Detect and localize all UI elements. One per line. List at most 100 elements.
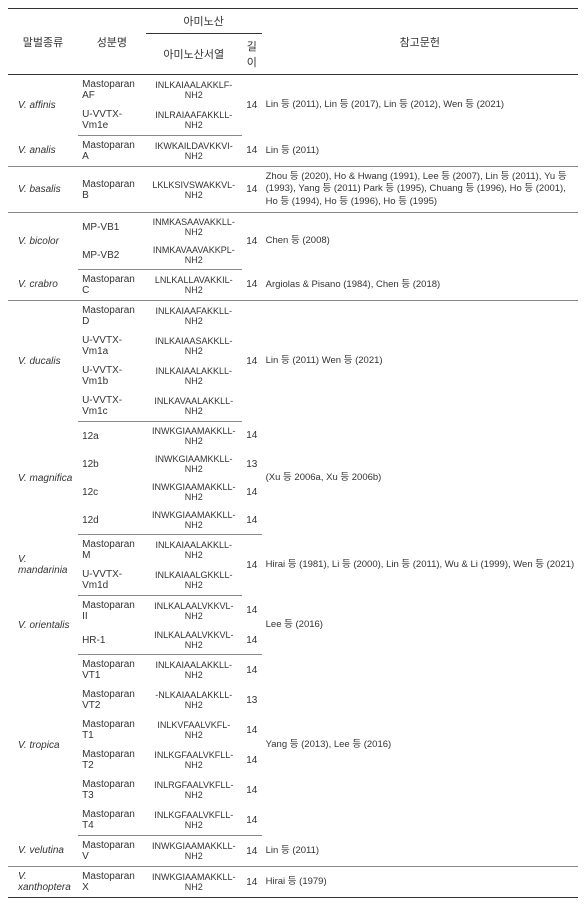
sequence-cell: INLKVFAALVKFL-NH2	[146, 715, 242, 745]
reference-cell: Lee 등 (2016)	[262, 596, 578, 655]
length-cell: 14	[242, 655, 262, 686]
species-cell: V. magnifica	[8, 422, 78, 535]
sequence-cell: INLKAIAALAKKLF-NH2	[146, 75, 242, 106]
reference-cell: Chen 등 (2008)	[262, 213, 578, 270]
reference-cell: Hirai 등 (1979)	[262, 867, 578, 898]
sequence-cell: INWKGIAAMAKKLL-NH2	[146, 506, 242, 535]
component-cell: Mastoparan T2	[78, 745, 146, 775]
species-cell: V. velutina	[8, 836, 78, 867]
component-cell: U-VVTX-Vm1e	[78, 105, 146, 136]
reference-cell: Yang 등 (2013), Lee 등 (2016)	[262, 655, 578, 836]
sequence-cell: INLKAIAASAKKLL-NH2	[146, 331, 242, 361]
species-cell: V. basalis	[8, 167, 78, 213]
sequence-cell: INLKAVAALAKKLL-NH2	[146, 391, 242, 422]
header-amino: 아미노산	[146, 9, 262, 34]
component-cell: U-VVTX-Vm1d	[78, 565, 146, 596]
sequence-cell: INLKGFAALVKFLL-NH2	[146, 805, 242, 836]
component-cell: Mastoparan C	[78, 270, 146, 301]
length-cell: 14	[242, 775, 262, 805]
header-sequence: 아미노산서열	[146, 34, 242, 75]
component-cell: U-VVTX-Vm1a	[78, 331, 146, 361]
length-cell: 14	[242, 167, 262, 213]
component-cell: MP-VB1	[78, 213, 146, 242]
species-cell: V. crabro	[8, 270, 78, 301]
length-cell: 14	[242, 867, 262, 898]
sequence-cell: INLKAIAALAKKLL-NH2	[146, 361, 242, 391]
component-cell: Mastoparan A	[78, 136, 146, 167]
component-cell: Mastoparan II	[78, 596, 146, 627]
component-cell: MP-VB2	[78, 241, 146, 270]
component-cell: Mastoparan AF	[78, 75, 146, 106]
sequence-cell: INWKGIAAMAKKLL-NH2	[146, 867, 242, 898]
length-cell: 14	[242, 626, 262, 655]
species-cell: V. bicolor	[8, 213, 78, 270]
reference-cell: Lin 등 (2011) Wen 등 (2021)	[262, 301, 578, 422]
component-cell: Mastoparan T3	[78, 775, 146, 805]
sequence-cell: INMKASAAVAKKLL-NH2	[146, 213, 242, 242]
length-cell: 14	[242, 715, 262, 745]
component-cell: Mastoparan D	[78, 301, 146, 332]
sequence-cell: INLKAIAALGKKLL-NH2	[146, 565, 242, 596]
species-cell: V. ducalis	[8, 301, 78, 422]
component-cell: Mastoparan T4	[78, 805, 146, 836]
length-cell: 14	[242, 213, 262, 270]
sequence-cell: INWKGIAAMKKLL-NH2	[146, 450, 242, 478]
reference-cell: Lin 등 (2011)	[262, 836, 578, 867]
reference-cell: Zhou 등 (2020), Ho & Hwang (1991), Lee 등 …	[262, 167, 578, 213]
reference-cell: Argiolas & Pisano (1984), Chen 등 (2018)	[262, 270, 578, 301]
length-cell: 13	[242, 685, 262, 715]
sequence-cell: INMKAVAAVAKKPL-NH2	[146, 241, 242, 270]
sequence-cell: -NLKAIAALAKKLL-NH2	[146, 685, 242, 715]
length-cell: 14	[242, 270, 262, 301]
sequence-cell: INLKAIAALAKKLL-NH2	[146, 655, 242, 686]
component-cell: U-VVTX-Vm1c	[78, 391, 146, 422]
sequence-cell: INLKALAALVKKVL-NH2	[146, 596, 242, 627]
species-cell: V. tropica	[8, 655, 78, 836]
length-cell: 14	[242, 836, 262, 867]
species-table: 말벌종류 성분명 아미노산 참고문헌 아미노산서열 길이 V. affinisM…	[8, 8, 578, 898]
length-cell: 14	[242, 535, 262, 596]
component-cell: 12d	[78, 506, 146, 535]
header-component: 성분명	[78, 9, 146, 75]
sequence-cell: INLKAIAALAKKLL-NH2	[146, 535, 242, 566]
length-cell: 14	[242, 301, 262, 422]
reference-cell: Lin 등 (2011)	[262, 136, 578, 167]
species-cell: V. affinis	[8, 75, 78, 136]
sequence-cell: INLRAIAAFAKKLL-NH2	[146, 105, 242, 136]
component-cell: 12a	[78, 422, 146, 451]
component-cell: Mastoparan VT1	[78, 655, 146, 686]
species-cell: V. orientalis	[8, 596, 78, 655]
sequence-cell: INLKAIAAFAKKLL-NH2	[146, 301, 242, 332]
sequence-cell: LNLKALLAVAKKIL-NH2	[146, 270, 242, 301]
sequence-cell: INLRGFAALVKFLL-NH2	[146, 775, 242, 805]
length-cell: 14	[242, 136, 262, 167]
length-cell: 14	[242, 745, 262, 775]
sequence-cell: LKLKSIVSWAKKVL-NH2	[146, 167, 242, 213]
species-cell: V. xanthoptera	[8, 867, 78, 898]
species-cell: V. mandarinia	[8, 535, 78, 596]
sequence-cell: INWKGIAAMAKKLL-NH2	[146, 478, 242, 506]
reference-cell: (Xu 등 2006a, Xu 등 2006b)	[262, 422, 578, 535]
component-cell: Mastoparan X	[78, 867, 146, 898]
header-species: 말벌종류	[8, 9, 78, 75]
length-cell: 14	[242, 506, 262, 535]
length-cell: 14	[242, 75, 262, 136]
component-cell: HR-1	[78, 626, 146, 655]
component-cell: Mastoparan V	[78, 836, 146, 867]
sequence-cell: IKWKAILDAVKKVI-NH2	[146, 136, 242, 167]
component-cell: Mastoparan B	[78, 167, 146, 213]
table-body: V. affinisMastoparan AFINLKAIAALAKKLF-NH…	[8, 75, 578, 898]
length-cell: 14	[242, 422, 262, 451]
length-cell: 13	[242, 450, 262, 478]
length-cell: 14	[242, 805, 262, 836]
sequence-cell: INLKGFAALVKFLL-NH2	[146, 745, 242, 775]
component-cell: 12c	[78, 478, 146, 506]
reference-cell: Lin 등 (2011), Lin 등 (2017), Lin 등 (2012)…	[262, 75, 578, 136]
component-cell: Mastoparan T1	[78, 715, 146, 745]
length-cell: 14	[242, 596, 262, 627]
reference-cell: Hirai 등 (1981), Li 등 (2000), Lin 등 (2011…	[262, 535, 578, 596]
header-reference: 참고문헌	[262, 9, 578, 75]
component-cell: 12b	[78, 450, 146, 478]
species-cell: V. analis	[8, 136, 78, 167]
sequence-cell: INWKGIAAMAKKLL-NH2	[146, 836, 242, 867]
